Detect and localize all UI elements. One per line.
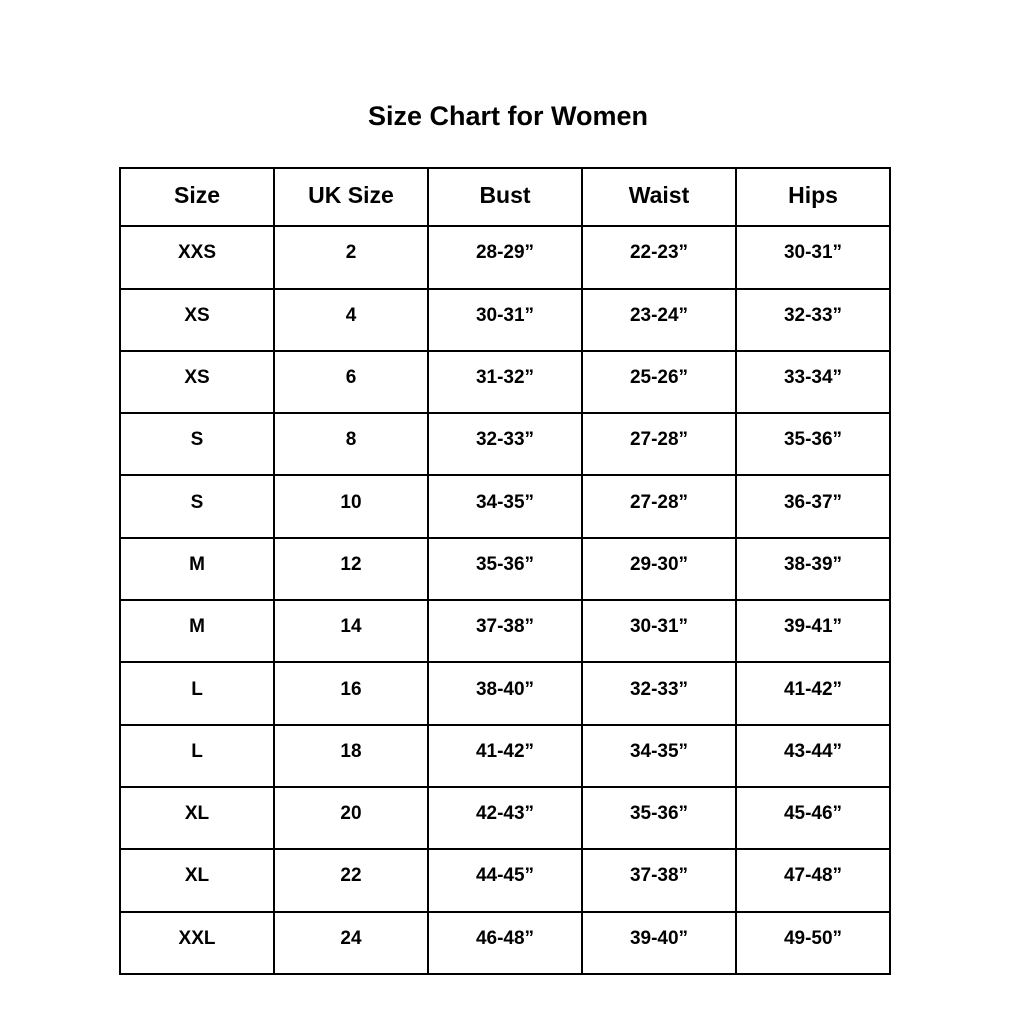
table-cell: L [119,661,275,726]
table-cell: 32-33” [581,661,737,726]
table-cell: 24 [273,910,429,975]
table-cell: 39-40” [581,910,737,975]
table-cell: 18 [273,723,429,788]
table-cell: 49-50” [735,910,891,975]
table-cell: 34-35” [581,723,737,788]
table-cell: 46-48” [427,910,583,975]
table-cell: 32-33” [427,412,583,477]
table-cell: XXL [119,910,275,975]
table-cell: S [119,474,275,539]
table-cell: 37-38” [581,848,737,913]
table-cell: 4 [273,287,429,352]
column-header: UK Size [273,166,429,228]
table-cell: 39-41” [735,599,891,664]
table-cell: XL [119,848,275,913]
column-header: Waist [581,166,737,228]
table-cell: M [119,599,275,664]
table-row: XXL 24 46-48” 39-40” 49-50” [119,910,891,975]
table-cell: 35-36” [427,536,583,602]
table-cell: 27-28” [581,412,737,477]
table-cell: XS [119,349,275,415]
table-cell: 2 [273,225,429,290]
table-cell: 16 [273,661,429,726]
table-row: XXS 2 28-29” 22-23” 30-31” [119,225,891,290]
table-cell: 27-28” [581,474,737,539]
table-cell: 35-36” [581,785,737,851]
table-cell: XS [119,287,275,352]
table-cell: 28-29” [427,225,583,290]
table-cell: 31-32” [427,349,583,415]
table-cell: 30-31” [427,287,583,352]
table-cell: 41-42” [735,661,891,726]
table-cell: 14 [273,599,429,664]
size-chart-table: Size UK Size Bust Waist Hips XXS 2 28-29” 22-23… [119,166,891,975]
column-header: Hips [735,166,891,228]
table-header: Size UK Size Bust Waist Hips [119,166,891,228]
table-cell: M [119,536,275,602]
table-row: XS 4 30-31” 23-24” 32-33” [119,287,891,352]
table-cell: 22 [273,848,429,913]
page-title: Size Chart for Women [367,101,649,131]
table-cell: 45-46” [735,785,891,851]
header-row: Size UK Size Bust Waist Hips [119,166,891,228]
table-cell: 29-30” [581,536,737,602]
table-cell: 23-24” [581,287,737,352]
table-cell: 25-26” [581,349,737,415]
table-row: S 10 34-35” 27-28” 36-37” [119,474,891,539]
table-cell: 10 [273,474,429,539]
table-cell: 35-36” [735,412,891,477]
table-cell: 34-35” [427,474,583,539]
table-cell: 6 [273,349,429,415]
table-row: S 8 32-33” 27-28” 35-36” [119,412,891,477]
table-row: XS 6 31-32” 25-26” 33-34” [119,349,891,415]
table-cell: 8 [273,412,429,477]
table-body: XXS 2 28-29” 22-23” 30-31” XS 4 30-31” 23-24” 32-… [119,225,891,975]
table-cell: 44-45” [427,848,583,913]
table-cell: 12 [273,536,429,602]
table-cell: 38-39” [735,536,891,602]
table-cell: 30-31” [735,225,891,290]
table-cell: 42-43” [427,785,583,851]
table-cell: 32-33” [735,287,891,352]
table-row: M 12 35-36” 29-30” 38-39” [119,536,891,602]
table-cell: 37-38” [427,599,583,664]
table-row: XL 22 44-45” 37-38” 47-48” [119,848,891,913]
table-cell: 36-37” [735,474,891,539]
table-cell: 33-34” [735,349,891,415]
table-cell: 30-31” [581,599,737,664]
table-row: L 18 41-42” 34-35” 43-44” [119,723,891,788]
table-cell: 47-48” [735,848,891,913]
column-header: Size [119,166,275,228]
table-cell: 41-42” [427,723,583,788]
table-cell: S [119,412,275,477]
table-cell: L [119,723,275,788]
table-cell: 43-44” [735,723,891,788]
table-cell: XL [119,785,275,851]
table-row: M 14 37-38” 30-31” 39-41” [119,599,891,664]
table-cell: 20 [273,785,429,851]
table-row: L 16 38-40” 32-33” 41-42” [119,661,891,726]
table-row: XL 20 42-43” 35-36” 45-46” [119,785,891,851]
table-cell: 22-23” [581,225,737,290]
table-cell: XXS [119,225,275,290]
column-header: Bust [427,166,583,228]
table-cell: 38-40” [427,661,583,726]
